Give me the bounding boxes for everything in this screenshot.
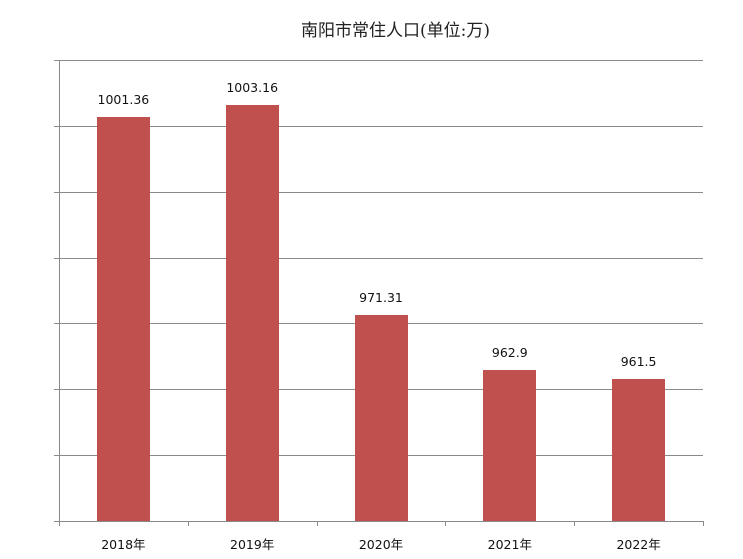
x-tick xyxy=(188,521,189,526)
data-label: 971.31 xyxy=(359,289,403,305)
gridline xyxy=(59,257,703,259)
data-label: 962.9 xyxy=(491,345,528,361)
x-tick-label: 2019年 xyxy=(230,537,275,552)
x-tick xyxy=(445,521,446,526)
bar-2022年 xyxy=(612,379,666,521)
x-tick-label: 2022年 xyxy=(616,537,661,552)
data-label: 1003.16 xyxy=(226,80,279,96)
y-tick xyxy=(54,455,59,457)
gridline xyxy=(59,521,703,522)
y-tick xyxy=(54,323,59,325)
data-label: 961.5 xyxy=(620,354,657,370)
y-tick xyxy=(54,60,59,61)
y-tick xyxy=(54,191,59,193)
gridline xyxy=(59,191,703,193)
chart-title: 南阳市常住人口(单位:万) xyxy=(301,21,490,41)
y-axis xyxy=(59,60,60,521)
gridline xyxy=(59,125,703,127)
bar-2020年 xyxy=(354,314,408,521)
bar-2021年 xyxy=(483,370,537,521)
x-tick-label: 2021年 xyxy=(487,537,532,552)
y-tick xyxy=(54,125,59,127)
data-label: 1001.36 xyxy=(97,91,150,107)
y-tick xyxy=(54,521,59,522)
gridline xyxy=(59,60,703,61)
x-tick xyxy=(703,521,704,526)
x-tick xyxy=(59,521,60,526)
bar-2018年 xyxy=(96,116,150,521)
y-tick xyxy=(54,389,59,391)
x-tick-label: 2018年 xyxy=(101,537,146,552)
x-tick-label: 2020年 xyxy=(358,537,404,552)
x-tick xyxy=(317,521,318,526)
y-tick xyxy=(54,257,59,259)
bar-2019年 xyxy=(225,105,279,521)
x-tick xyxy=(574,521,575,526)
